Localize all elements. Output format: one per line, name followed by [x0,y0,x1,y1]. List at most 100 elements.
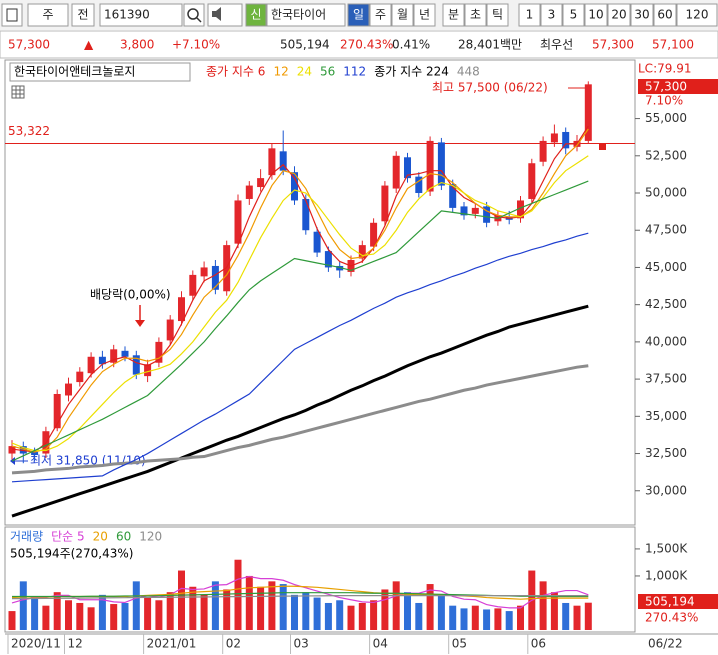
line-series [11,180,589,462]
toolbar-label: 5 [570,8,578,22]
candle-body [257,178,265,188]
toolbar-label: 분 [448,8,459,22]
toolbar-button[interactable] [391,3,414,27]
line-series [11,128,589,453]
line-series [11,304,589,518]
volume-bar [302,592,310,630]
candle-body [483,206,491,223]
x-tick-label: 2021/01 [147,637,197,651]
candle-body [65,383,72,396]
toolbar-button[interactable] [653,3,677,27]
candle-body [155,341,163,363]
toolbar-button[interactable] [540,3,563,27]
toolbar-label: 60 [657,8,672,22]
volume-bar [539,581,547,630]
volume-bar [279,584,287,630]
volume-bar [211,581,219,630]
volume-bar [257,586,265,630]
volume-bar [121,602,129,630]
toolbar-button[interactable] [518,3,541,27]
menu-icon[interactable] [1,3,23,27]
y-tick-label: 30,000 [645,483,687,497]
grid-icon-glyph [12,86,24,98]
sound-button[interactable] [207,3,243,27]
volume-bar [347,605,355,630]
candle-body [121,350,129,357]
x-tick-label: 03 [294,637,309,651]
volume-bar [426,584,434,630]
volume-bar [189,586,197,630]
toolbar-button[interactable] [369,3,392,27]
x-tick-label: 02 [226,637,241,651]
quote-field: +7.10% [172,38,220,52]
candle-body [562,131,570,149]
sound-glyph [212,7,221,21]
toolbar-button[interactable] [71,3,95,27]
toolbar-button[interactable] [347,3,370,27]
event-label: 배당락(0,00%) [90,288,171,302]
toolbar-button[interactable] [562,3,585,27]
legend-entry: 112 [343,65,366,79]
volume-bar [471,605,479,630]
candle-body [87,356,95,374]
y-tick-label: 47,500 [645,223,687,237]
volume-bar [132,581,140,630]
toolbar-button[interactable] [464,3,487,27]
toolbar-button[interactable] [27,3,69,27]
candle-body [358,245,366,259]
toolbar-button[interactable] [245,3,267,27]
last-volume-box [638,594,718,609]
toolbar-button[interactable] [99,3,183,27]
y-tick-label: 1,000K [645,568,688,582]
volume-bar [87,607,95,630]
volume-bar [65,600,72,630]
quote-field: 57,100 [652,38,694,52]
volume-bar [336,600,344,630]
toolbar-button[interactable] [486,3,509,27]
toolbar-button[interactable] [676,3,718,27]
legend-entry: 448 [457,65,480,79]
volume-summary: 505,194주(270,43%) [10,547,133,561]
legend-entry: 종가 지수 6 [206,65,265,79]
legend-entry: 56 [320,65,335,79]
legend-entry: 24 [297,65,312,79]
toolbar-label: 10 [588,8,603,22]
search-glyph [187,8,199,20]
volume-bar [381,589,389,630]
high-label: 최고 57,500 (06/22) [432,81,548,95]
legend-entry: 종가 지수 224 [374,65,449,79]
lc-label: LC:79.91 [638,62,691,76]
candle-body [449,184,457,208]
toolbar-button[interactable] [413,3,436,27]
candle-body [234,200,242,244]
toolbar-label: 월 [397,8,408,22]
x-tick-label: 04 [373,637,388,651]
volume-bar [437,594,445,630]
toolbar-label: 초 [470,8,481,22]
quote-field: 최우선 [540,38,573,52]
y-tick-label: 1,500K [645,541,688,555]
toolbar-button[interactable] [607,3,631,27]
toolbar-button[interactable] [266,3,346,27]
volume-bar [483,609,491,630]
toolbar-label: 30 [634,8,649,22]
volume-bar [31,597,39,630]
volume-bar [234,559,242,630]
toolbar-button[interactable] [630,3,654,27]
toolbar-button[interactable] [584,3,608,27]
quote-field: 57,300 [8,38,50,52]
candle-body [31,452,39,456]
title-box [9,62,191,82]
line-series [11,364,589,475]
candle-body [302,198,310,231]
x-tick-label: 12 [68,637,83,651]
search-button[interactable] [183,3,205,27]
grid-icon[interactable] [11,85,25,99]
toolbar-button[interactable] [442,3,465,27]
legend-entry: 20 [93,530,108,544]
volume-bar [370,600,378,630]
volume-bar [42,605,50,630]
quote-field: 505,194 [280,38,330,52]
